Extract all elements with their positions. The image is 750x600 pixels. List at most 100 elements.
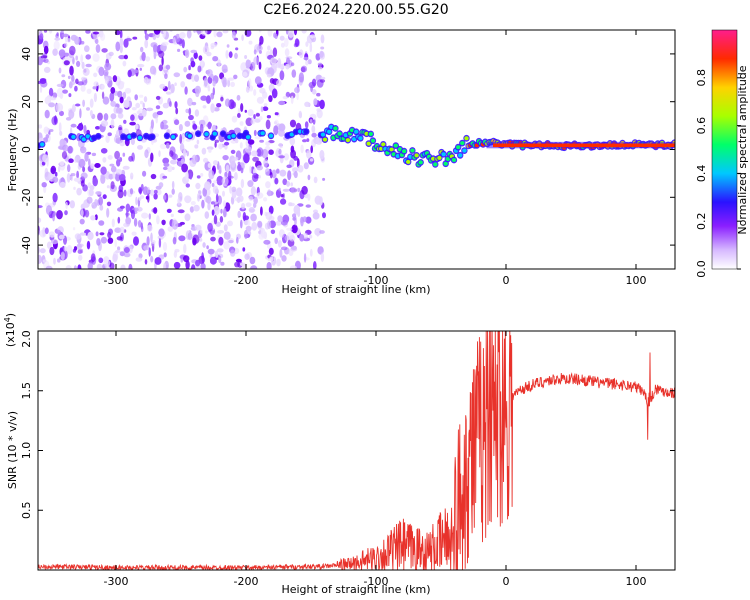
noise-speck	[91, 152, 97, 157]
noise-speck	[98, 196, 103, 206]
noise-speck	[185, 171, 189, 181]
noise-speck	[49, 246, 55, 256]
noise-speck	[245, 117, 253, 127]
noise-speck	[253, 89, 257, 96]
noise-speck	[245, 146, 252, 153]
snr-frame	[37, 330, 676, 571]
noise-speck	[274, 112, 279, 116]
noise-speck	[150, 255, 154, 263]
noise-speck	[259, 139, 264, 143]
ridge-point	[164, 133, 170, 138]
noise-speck	[48, 87, 54, 97]
noise-speck	[317, 62, 323, 66]
noise-speck	[119, 96, 124, 104]
noise-speck	[96, 238, 101, 246]
noise-speck	[274, 33, 278, 39]
noise-speck	[67, 145, 73, 154]
noise-speck	[76, 170, 79, 179]
ridge-point	[368, 132, 373, 136]
noise-speck	[45, 265, 53, 269]
noise-speck	[220, 261, 225, 266]
noise-speck	[319, 99, 325, 110]
noise-speck	[43, 185, 47, 194]
noise-speck	[274, 237, 279, 244]
noise-speck	[236, 94, 241, 101]
noise-speck	[41, 161, 46, 166]
noise-speck	[62, 144, 69, 152]
noise-speck	[123, 119, 127, 124]
noise-speck	[118, 55, 126, 60]
noise-speck	[215, 193, 219, 203]
ridge-layer	[38, 123, 675, 168]
noise-speck	[179, 221, 185, 225]
noise-speck	[123, 252, 131, 258]
ridge-point	[204, 132, 209, 137]
ridge-point	[410, 148, 415, 153]
noise-speck	[309, 158, 314, 162]
noise-speck	[247, 220, 251, 226]
noise-speck	[125, 210, 129, 220]
x-tick-label: -300	[104, 274, 129, 287]
noise-speck	[179, 133, 183, 144]
noise-speck	[84, 45, 90, 53]
noise-speck	[48, 30, 53, 34]
noise-speck	[85, 30, 91, 34]
noise-speck	[44, 96, 52, 105]
noise-speck	[236, 236, 239, 244]
noise-speck	[110, 113, 117, 120]
ridge-point	[458, 153, 463, 158]
noise-speck	[305, 60, 309, 66]
noise-speck	[112, 75, 118, 83]
noise-speck	[159, 83, 166, 90]
noise-speck	[290, 182, 294, 187]
noise-speck	[280, 42, 285, 48]
noise-speck	[56, 32, 59, 37]
noise-speck	[256, 147, 264, 157]
noise-speck	[161, 41, 169, 46]
noise-speck	[311, 89, 317, 95]
snr-x-label: Height of straight line (km)	[281, 583, 430, 596]
noise-speck	[280, 194, 284, 198]
noise-speck	[106, 207, 110, 218]
noise-speck	[80, 85, 86, 92]
noise-speck	[213, 30, 217, 38]
noise-speck	[106, 185, 110, 189]
noise-speck	[180, 257, 184, 263]
noise-speck	[142, 102, 145, 109]
noise-speck	[129, 188, 134, 195]
noise-speck	[290, 95, 294, 105]
noise-speck	[99, 232, 105, 236]
noise-speck	[271, 88, 278, 99]
noise-speck	[185, 183, 190, 188]
noise-speck	[168, 194, 173, 198]
noise-speck	[223, 231, 231, 240]
noise-speck	[151, 240, 156, 245]
noise-speck	[162, 241, 168, 252]
noise-speck	[234, 261, 240, 268]
noise-speck	[245, 86, 250, 93]
ridge-point	[397, 147, 403, 152]
noise-speck	[117, 246, 121, 251]
noise-speck	[163, 252, 167, 258]
noise-speck	[86, 88, 92, 95]
ridge-band-core	[493, 143, 675, 148]
noise-speck	[266, 115, 271, 119]
noise-speck	[285, 63, 290, 70]
noise-speck	[210, 103, 215, 113]
noise-speck	[143, 245, 150, 251]
noise-speck	[135, 206, 143, 212]
noise-speck	[252, 156, 259, 162]
noise-speck	[274, 177, 279, 185]
noise-speck	[178, 235, 186, 242]
noise-speck	[320, 252, 325, 263]
noise-speck	[61, 74, 66, 78]
noise-speck	[277, 215, 283, 222]
noise-speck	[197, 65, 202, 73]
noise-speck	[94, 163, 101, 168]
noise-speck	[290, 149, 296, 159]
noise-speck	[207, 222, 213, 232]
noise-speck	[230, 81, 236, 88]
noise-speck	[237, 113, 241, 118]
noise-speck	[216, 31, 223, 38]
